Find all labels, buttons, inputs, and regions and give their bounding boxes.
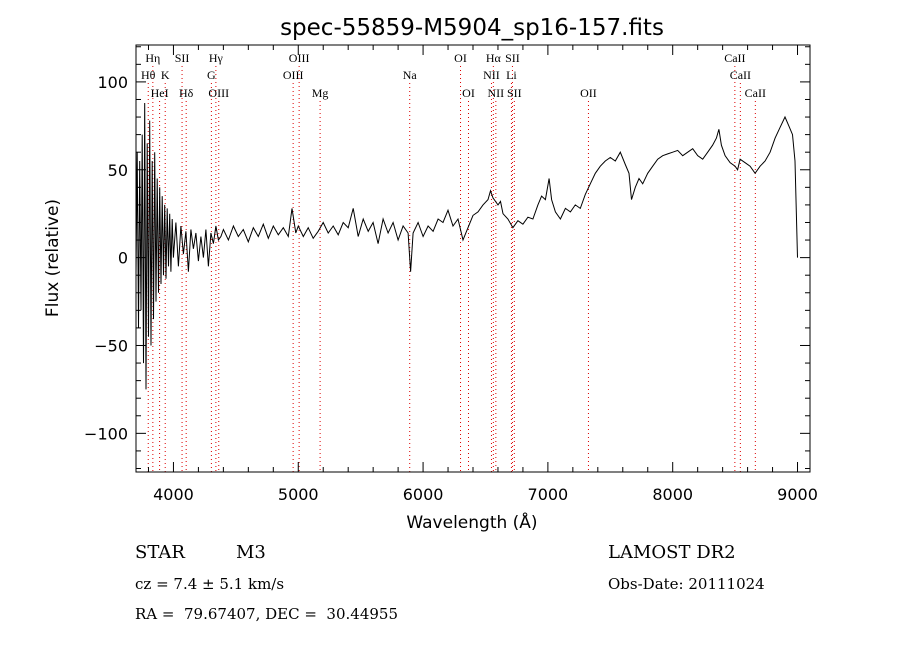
spectral-line-label: SII bbox=[175, 51, 190, 65]
spectral-line-label: Hγ bbox=[209, 51, 224, 65]
plot-frame bbox=[135, 44, 811, 473]
spectral-line-label: Hα bbox=[486, 51, 502, 65]
spectral-line-label: OII bbox=[580, 86, 597, 100]
x-tick-label: 4000 bbox=[153, 485, 194, 504]
y-axis-label: Flux (relative) bbox=[43, 199, 63, 317]
y-tick-label: −100 bbox=[84, 424, 128, 443]
spectrum-line bbox=[135, 102, 798, 390]
spectral-line-label: HeI bbox=[151, 86, 169, 100]
spectral-line-label: NII bbox=[483, 68, 500, 82]
spectral-line-label: Mg bbox=[312, 86, 329, 100]
observation-date: Obs-Date: 20111024 bbox=[608, 575, 765, 593]
ra-dec-coordinates: RA = 79.67407, DEC = 30.44955 bbox=[135, 605, 399, 623]
survey-name: LAMOST DR2 bbox=[608, 542, 736, 563]
x-tick-label: 9000 bbox=[777, 485, 818, 504]
spectral-line-label: SII bbox=[505, 51, 520, 65]
spectral-line-label: OIII bbox=[208, 86, 229, 100]
spectral-line-label: G bbox=[207, 68, 216, 82]
spectral-line-label: Hη bbox=[145, 51, 160, 65]
y-tick-label: −50 bbox=[94, 336, 128, 355]
y-tick-label: 50 bbox=[108, 161, 128, 180]
spectral-line-label: CaII bbox=[724, 51, 745, 65]
object-class: STAR bbox=[135, 542, 185, 563]
spectral-line-label: OI bbox=[454, 51, 467, 65]
spectral-line-label: NII bbox=[488, 86, 505, 100]
object-subclass: M3 bbox=[236, 542, 266, 563]
x-tick-label: 7000 bbox=[528, 485, 569, 504]
spectral-line-label: OIII bbox=[289, 51, 310, 65]
spectral-line-label: OI bbox=[462, 86, 475, 100]
x-axis-label: Wavelength (Å) bbox=[406, 511, 537, 533]
spectral-line-label: Na bbox=[403, 68, 418, 82]
spectral-line-label: Li bbox=[506, 68, 517, 82]
x-tick-label: 6000 bbox=[403, 485, 444, 504]
y-tick-label: 0 bbox=[118, 249, 128, 268]
redshift-velocity: cz = 7.4 ± 5.1 km/s bbox=[135, 575, 285, 593]
spectral-line-label: CaII bbox=[730, 68, 751, 82]
x-tick-label: 8000 bbox=[652, 485, 693, 504]
y-tick-label: 100 bbox=[97, 73, 128, 92]
chart-title: spec-55859-M5904_sp16-157.fits bbox=[280, 15, 664, 41]
spectral-line-label: K bbox=[161, 68, 170, 82]
spectral-line-label: SII bbox=[507, 86, 522, 100]
spectral-line-label: Hδ bbox=[179, 86, 194, 100]
x-tick-label: 5000 bbox=[278, 485, 319, 504]
spectral-line-label: Hθ bbox=[141, 68, 156, 82]
spectral-line-label: OIII bbox=[283, 68, 304, 82]
spectral-line-label: CaII bbox=[745, 86, 766, 100]
